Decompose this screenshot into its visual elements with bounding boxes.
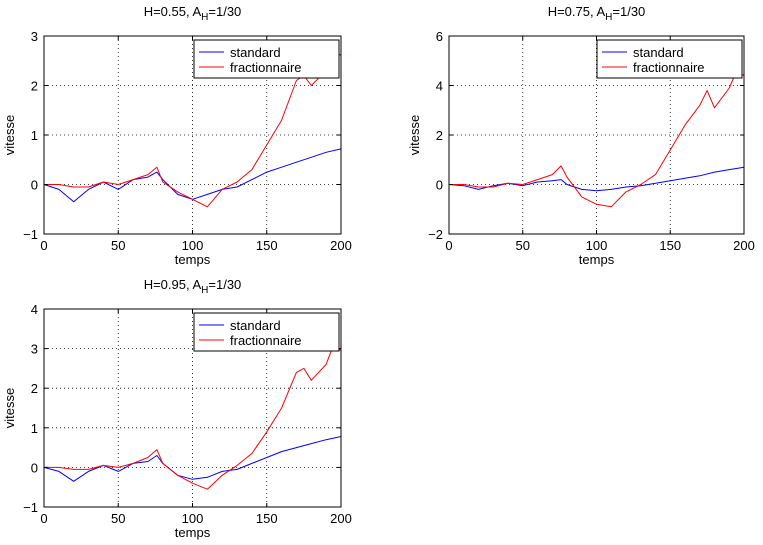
y-axis-label: vitesse (2, 388, 17, 428)
x-axis-label: temps (175, 525, 211, 540)
legend-label-fractionnaire: fractionnaire (633, 60, 705, 75)
x-tick-label: 50 (516, 238, 530, 253)
y-tick-label: 0 (31, 460, 38, 475)
x-tick-label: 150 (659, 238, 681, 253)
chart-title: H=0.75, AH=1/30 (548, 4, 646, 23)
legend-label-standard: standard (230, 318, 281, 333)
series-line-standard (43, 148, 342, 203)
legend-box (193, 312, 340, 352)
y-tick-label: −1 (23, 227, 38, 242)
series-line-fractionnaire (449, 70, 745, 208)
y-tick-label: 3 (31, 342, 38, 357)
x-tick-label: 200 (330, 511, 352, 526)
series-line-standard (448, 166, 745, 192)
y-axis-label: vitesse (2, 115, 17, 155)
x-tick-label: 100 (182, 511, 204, 526)
y-tick-label: 1 (31, 421, 38, 436)
y-tick-label: 6 (436, 29, 443, 44)
y-tick-label: −2 (428, 227, 443, 242)
x-tick-label: 0 (40, 511, 47, 526)
legend-label-fractionnaire: fractionnaire (230, 333, 302, 348)
y-tick-label: 2 (31, 79, 38, 94)
series-line-standard (43, 436, 342, 482)
y-tick-label: 0 (436, 178, 443, 193)
x-tick-label: 50 (111, 238, 125, 253)
x-axis-label: temps (175, 252, 211, 267)
y-tick-label: −1 (23, 500, 38, 515)
x-tick-label: 100 (586, 238, 608, 253)
series-line-fractionnaire (44, 344, 342, 490)
x-tick-label: 0 (445, 238, 452, 253)
y-tick-label: 4 (436, 79, 443, 94)
y-tick-label: 2 (436, 128, 443, 143)
y-axis-label: vitesse (407, 115, 422, 155)
x-tick-label: 50 (111, 511, 125, 526)
chart-title: H=0.95, AH=1/30 (144, 277, 242, 296)
x-tick-label: 200 (733, 238, 755, 253)
x-tick-label: 100 (182, 238, 204, 253)
y-tick-label: 4 (31, 302, 38, 317)
x-axis-label: temps (579, 252, 615, 267)
legend-label-fractionnaire: fractionnaire (230, 60, 302, 75)
legend-label-standard: standard (230, 45, 281, 60)
x-tick-label: 200 (330, 238, 352, 253)
legend-box (193, 39, 340, 79)
y-tick-label: 0 (31, 178, 38, 193)
y-tick-label: 1 (31, 128, 38, 143)
y-tick-label: 3 (31, 29, 38, 44)
chart-title: H=0.55, AH=1/30 (144, 4, 242, 23)
x-tick-label: 150 (256, 238, 278, 253)
legend-box (596, 39, 743, 79)
legend-label-standard: standard (633, 45, 684, 60)
x-tick-label: 0 (40, 238, 47, 253)
y-tick-label: 2 (31, 381, 38, 396)
x-tick-label: 150 (256, 511, 278, 526)
